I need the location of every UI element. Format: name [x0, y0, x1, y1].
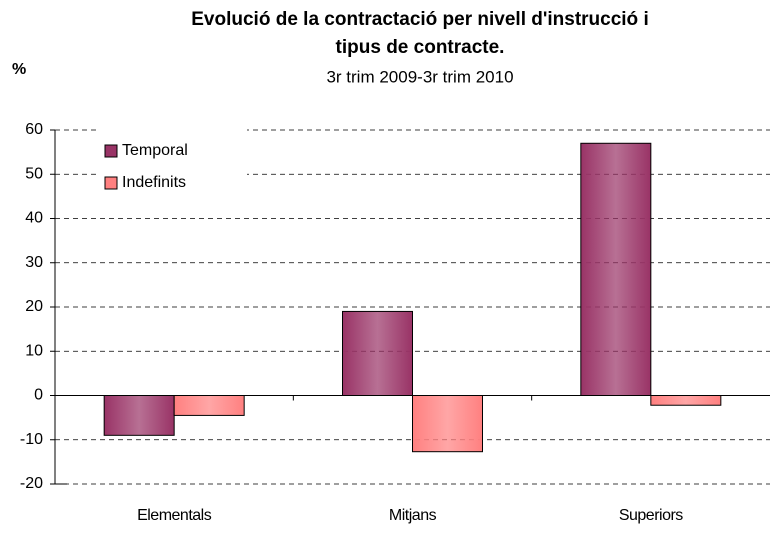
chart-subtitle: 3r trim 2009-3r trim 2010 [326, 67, 513, 86]
legend-label: Indefinits [122, 174, 186, 191]
y-tick-label: 10 [25, 342, 43, 359]
bar [103, 395, 175, 436]
bar [412, 395, 483, 453]
x-tick-label: Superiors [619, 507, 683, 524]
legend-swatch [104, 176, 118, 190]
y-tick-label: -10 [20, 431, 43, 448]
bar [650, 395, 722, 406]
chart-title: tipus de contracte. [336, 37, 505, 58]
y-tick-label: 0 [34, 387, 43, 404]
x-tick-label: Mitjans [389, 507, 437, 524]
y-tick-label: 20 [25, 298, 43, 315]
legend-swatch [104, 144, 118, 158]
bar [342, 310, 413, 396]
y-tick-label: 50 [25, 165, 43, 182]
y-tick-label: 60 [25, 121, 43, 138]
y-tick-label: -20 [20, 475, 43, 492]
legend-label: Temporal [122, 142, 188, 159]
y-axis-label: % [12, 61, 26, 78]
x-tick-label: Elementals [137, 507, 212, 524]
chart-title: Evolució de la contractació per nivell d… [191, 9, 648, 30]
bar [173, 395, 245, 416]
legend-box [97, 128, 247, 194]
bar [580, 142, 652, 396]
y-tick-label: 40 [25, 210, 43, 227]
y-tick-label: 30 [25, 254, 43, 271]
